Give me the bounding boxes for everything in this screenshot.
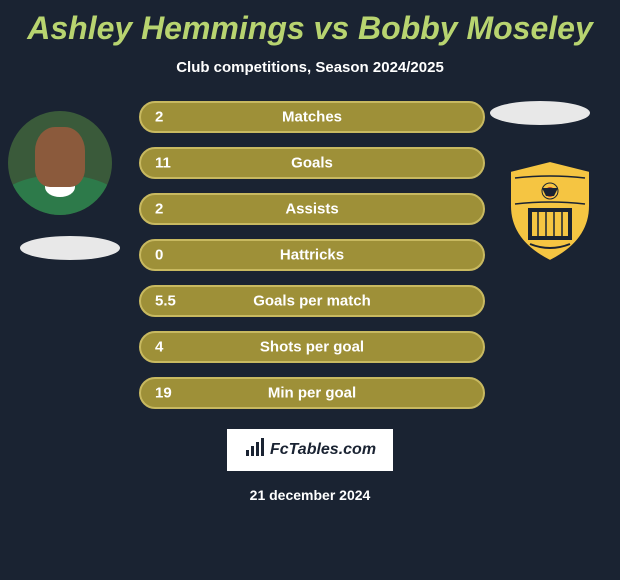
- stat-value: 2: [155, 109, 163, 126]
- stat-label: Hattricks: [280, 247, 344, 264]
- logo-text: FcTables.com: [270, 441, 376, 459]
- stat-row-hattricks: 0 Hattricks: [139, 239, 485, 271]
- comparison-title: Ashley Hemmings vs Bobby Moseley: [0, 0, 620, 47]
- stat-row-mpg: 19 Min per goal: [139, 377, 485, 409]
- stat-label: Shots per goal: [260, 339, 364, 356]
- stat-value: 11: [155, 155, 171, 172]
- stat-value: 4: [155, 339, 163, 356]
- comparison-date: 21 december 2024: [0, 487, 620, 503]
- stat-label: Min per goal: [268, 385, 356, 402]
- stat-label: Goals: [291, 155, 333, 172]
- player1-face: [35, 127, 85, 187]
- player1-avatar: [8, 111, 112, 215]
- stat-row-spg: 4 Shots per goal: [139, 331, 485, 363]
- chart-icon: [244, 438, 266, 463]
- fctables-logo-box: FcTables.com: [225, 427, 395, 473]
- stat-value: 19: [155, 385, 172, 402]
- crest-icon: [500, 156, 600, 266]
- stat-label: Matches: [282, 109, 342, 126]
- content-area: 2 Matches 11 Goals 2 Assists 0 Hattricks…: [0, 101, 620, 503]
- comparison-subtitle: Club competitions, Season 2024/2025: [0, 59, 620, 76]
- stat-value: 0: [155, 247, 163, 264]
- stat-value: 5.5: [155, 293, 176, 310]
- stat-row-gpm: 5.5 Goals per match: [139, 285, 485, 317]
- stat-row-goals: 11 Goals: [139, 147, 485, 179]
- stat-row-matches: 2 Matches: [139, 101, 485, 133]
- stat-row-assists: 2 Assists: [139, 193, 485, 225]
- stat-label: Goals per match: [253, 293, 371, 310]
- stat-label: Assists: [285, 201, 338, 218]
- player2-crest: [500, 156, 600, 266]
- stat-value: 2: [155, 201, 163, 218]
- player1-club-ellipse: [20, 236, 120, 260]
- player2-club-ellipse: [490, 101, 590, 125]
